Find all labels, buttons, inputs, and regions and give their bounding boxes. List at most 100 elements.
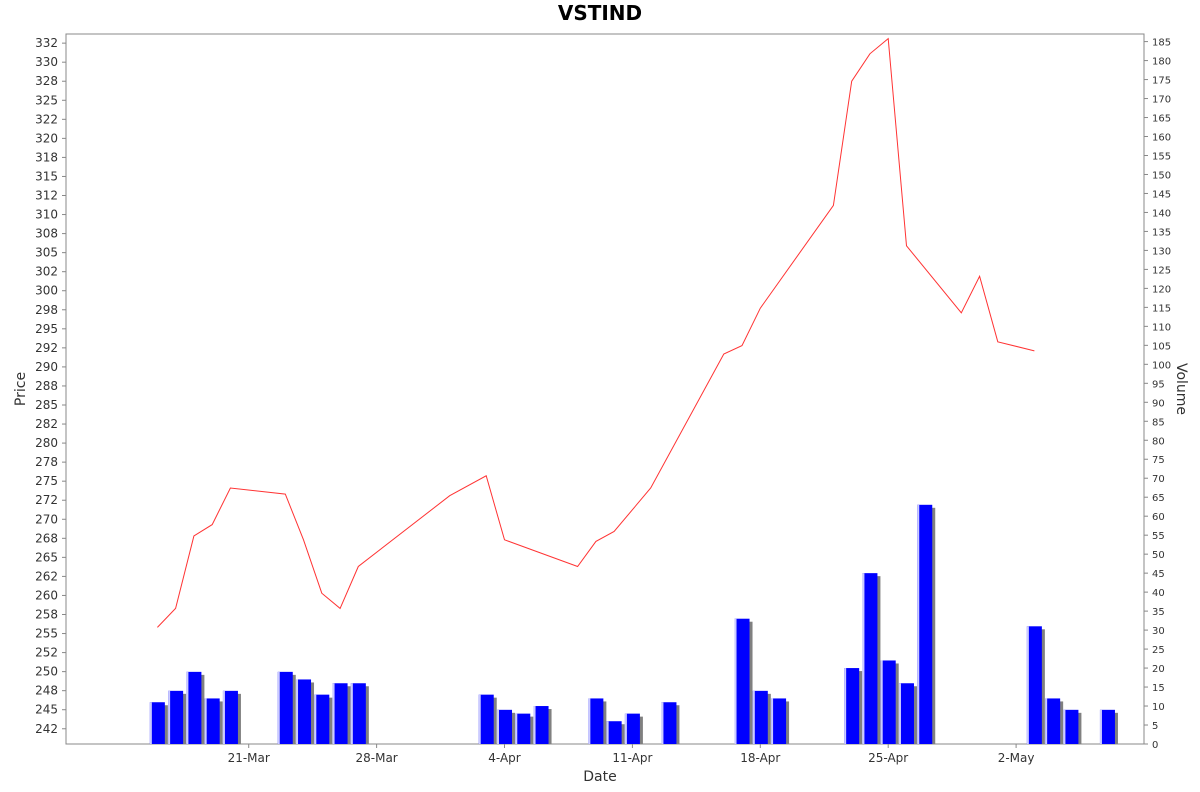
price-tick-label: 308 [35, 227, 58, 241]
price-tick-label: 268 [35, 531, 58, 545]
price-tick-label: 255 [35, 627, 58, 641]
price-tick-label: 288 [35, 379, 58, 393]
volume-bar-8 [314, 694, 333, 744]
volume-bar-highlight [204, 698, 207, 744]
volume-tick-label: 30 [1152, 626, 1165, 637]
volume-bar-highlight [661, 702, 664, 744]
volume-bar-6 [277, 671, 296, 744]
volume-bar-fill [752, 690, 768, 744]
volume-tick-label: 95 [1152, 379, 1165, 390]
volume-bar-highlight [515, 713, 518, 744]
price-tick-label: 295 [35, 322, 58, 336]
price-tick-label: 270 [35, 512, 58, 526]
volume-tick-label: 105 [1152, 341, 1171, 352]
date-tick-label: 28-Mar [355, 751, 397, 765]
volume-tick-label: 65 [1152, 493, 1165, 504]
volume-bar-fill [588, 698, 604, 744]
volume-bar-highlight [1099, 709, 1102, 744]
volume-bar-fill [533, 706, 549, 744]
volume-tick-label: 5 [1152, 721, 1158, 732]
volume-bar-10 [350, 683, 369, 744]
volume-tick-label: 55 [1152, 531, 1165, 542]
y-axis-right-label: Volume [1173, 363, 1189, 415]
volume-bar-fill [186, 671, 202, 744]
price-tick-label: 252 [35, 646, 58, 660]
price-tick-label: 290 [35, 360, 58, 374]
volume-tick-label: 70 [1152, 474, 1165, 485]
volume-tick-label: 50 [1152, 550, 1165, 561]
volume-bar-fill [917, 504, 933, 744]
volume-bar-highlight [296, 679, 299, 744]
volume-bar-highlight [588, 698, 591, 744]
price-tick-label: 320 [35, 131, 58, 145]
volume-bar-fill [880, 660, 896, 744]
volume-bar-9 [332, 683, 351, 744]
price-tick-label: 248 [35, 684, 58, 698]
volume-axis: 0 5 10 15 20 25 30 35 40 45 50 55 60 65 70 75 80 85 90 95 10… [1144, 38, 1171, 751]
price-tick-label: 325 [35, 93, 58, 107]
volume-bar-highlight [752, 690, 755, 744]
volume-tick-label: 180 [1152, 57, 1171, 68]
volume-tick-label: 175 [1152, 76, 1171, 87]
price-tick-label: 298 [35, 303, 58, 317]
volume-tick-label: 40 [1152, 588, 1165, 599]
price-tick-label: 250 [35, 665, 58, 679]
volume-tick-label: 60 [1152, 512, 1165, 523]
price-tick-label: 318 [35, 150, 58, 164]
price-tick-label: 332 [35, 36, 58, 50]
date-tick-label: 21-Mar [228, 751, 270, 765]
volume-tick-label: 120 [1152, 284, 1171, 295]
volume-tick-label: 150 [1152, 170, 1171, 181]
volume-bar-fill [222, 690, 238, 744]
volume-bar-30 [1099, 709, 1118, 744]
volume-bar-fill [661, 702, 677, 744]
price-tick-label: 282 [35, 417, 58, 431]
volume-tick-label: 90 [1152, 398, 1165, 409]
price-tick-label: 272 [35, 493, 58, 507]
volume-bar-26 [917, 504, 936, 744]
price-tick-label: 292 [35, 341, 58, 355]
volume-bar-fill [1045, 698, 1061, 744]
date-tick-label: 4-Apr [488, 751, 521, 765]
volume-bars [149, 504, 1118, 744]
volume-bar-14 [533, 706, 552, 744]
volume-bar-highlight [149, 702, 152, 744]
volume-bar-fill [862, 573, 878, 744]
volume-tick-label: 160 [1152, 133, 1171, 144]
price-tick-label: 285 [35, 398, 58, 412]
volume-bar-28 [1045, 698, 1064, 744]
volume-tick-label: 75 [1152, 455, 1165, 466]
price-tick-label: 315 [35, 169, 58, 183]
volume-tick-label: 165 [1152, 114, 1171, 125]
volume-bar-20 [752, 690, 771, 744]
price-tick-label: 242 [35, 722, 58, 736]
plot-area [65, 33, 1145, 745]
volume-bar-fill [734, 618, 750, 744]
volume-bar-fill [515, 713, 531, 744]
price-tick-label: 322 [35, 112, 58, 126]
volume-tick-label: 45 [1152, 569, 1165, 580]
volume-bar-highlight [350, 683, 353, 744]
volume-bar-fill [332, 683, 348, 744]
volume-tick-label: 85 [1152, 417, 1165, 428]
volume-bar-15 [588, 698, 607, 744]
volume-bar-highlight [277, 671, 280, 744]
chart-title: VSTIND [558, 1, 642, 25]
price-tick-label: 245 [35, 703, 58, 717]
volume-bar-highlight [898, 683, 901, 744]
volume-bar-highlight [478, 694, 481, 744]
volume-tick-label: 130 [1152, 246, 1171, 257]
volume-bar-3 [186, 671, 205, 744]
volume-tick-label: 185 [1152, 38, 1171, 49]
volume-tick-label: 125 [1152, 265, 1171, 276]
volume-bar-highlight [497, 709, 500, 744]
volume-tick-label: 135 [1152, 227, 1171, 238]
volume-bar-13 [515, 713, 534, 744]
y-axis-left-label: Price [13, 372, 29, 406]
volume-bar-highlight [314, 694, 317, 744]
volume-bar-27 [1026, 626, 1045, 744]
volume-bar-17 [624, 713, 643, 744]
x-axis-label: Date [583, 769, 616, 785]
volume-bar-fill [168, 690, 184, 744]
price-tick-label: 275 [35, 474, 58, 488]
